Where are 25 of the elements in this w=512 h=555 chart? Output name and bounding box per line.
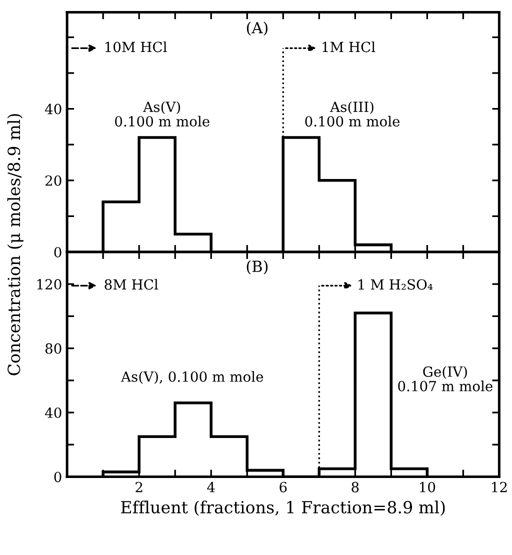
ref-line-label: 1M HCl (322, 41, 376, 52)
y-tick-label: 40 (44, 104, 62, 114)
x-tick-label: 12 (492, 482, 507, 492)
text: (B) (246, 260, 268, 274)
x-tick-label: 6 (280, 482, 287, 492)
annotation: As(V), 0.100 m mole (120, 371, 264, 384)
annotation: As(III) 0.100 m mole (305, 101, 400, 127)
annotation: 10M HCl (106, 41, 167, 52)
y-tick-label: 120 (37, 279, 62, 290)
annotation: 8M HCl (104, 278, 158, 290)
x-tick-label: 2 (136, 482, 142, 492)
y-tick-label: 80 (45, 343, 62, 354)
annotation: Ge(IV) 0.107 m mole (398, 366, 492, 392)
y-tick-label: 20 (45, 175, 62, 186)
annotation: As(V) 0.100 m mole (115, 101, 210, 127)
y-axis-title: Concentration (μ moles/8.9 ml) (7, 114, 24, 376)
y-tick-label: 0 (54, 246, 62, 258)
x-tick-label: 10 (420, 482, 436, 492)
x-tick-label: 8 (352, 482, 359, 492)
y-tick-label: 40 (44, 407, 62, 418)
y-tick-label: 0 (54, 472, 62, 482)
text: (A) (246, 22, 268, 36)
ref-line-label: 1 M H₂SO₄ (358, 279, 433, 290)
x-axis-title: Effluent (fractions, 1 Fraction=8.9 ml) (121, 500, 445, 516)
x-tick-label: 4 (207, 482, 215, 492)
